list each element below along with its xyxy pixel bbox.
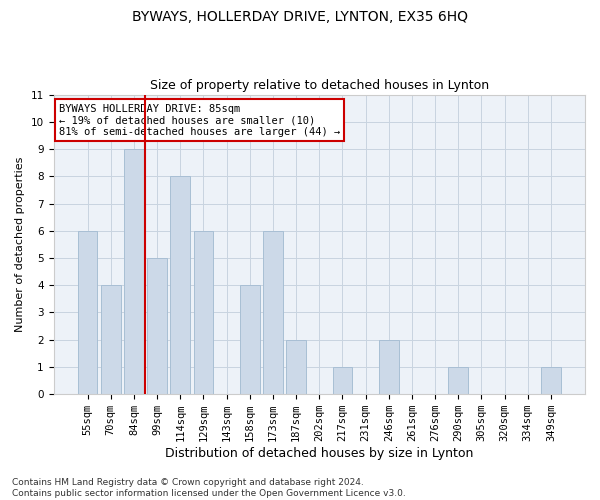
Title: Size of property relative to detached houses in Lynton: Size of property relative to detached ho…	[150, 79, 489, 92]
X-axis label: Distribution of detached houses by size in Lynton: Distribution of detached houses by size …	[165, 447, 473, 460]
Bar	[286, 340, 306, 394]
Bar	[194, 231, 213, 394]
Text: BYWAYS HOLLERDAY DRIVE: 85sqm
← 19% of detached houses are smaller (10)
81% of s: BYWAYS HOLLERDAY DRIVE: 85sqm ← 19% of d…	[59, 104, 340, 136]
Bar	[101, 286, 121, 394]
Text: Contains HM Land Registry data © Crown copyright and database right 2024.
Contai: Contains HM Land Registry data © Crown c…	[12, 478, 406, 498]
Bar	[541, 367, 561, 394]
Bar	[263, 231, 283, 394]
Bar	[240, 286, 260, 394]
Text: BYWAYS, HOLLERDAY DRIVE, LYNTON, EX35 6HQ: BYWAYS, HOLLERDAY DRIVE, LYNTON, EX35 6H…	[132, 10, 468, 24]
Bar	[448, 367, 468, 394]
Bar	[170, 176, 190, 394]
Bar	[124, 149, 144, 394]
Y-axis label: Number of detached properties: Number of detached properties	[15, 156, 25, 332]
Bar	[147, 258, 167, 394]
Bar	[77, 231, 97, 394]
Bar	[379, 340, 398, 394]
Bar	[332, 367, 352, 394]
